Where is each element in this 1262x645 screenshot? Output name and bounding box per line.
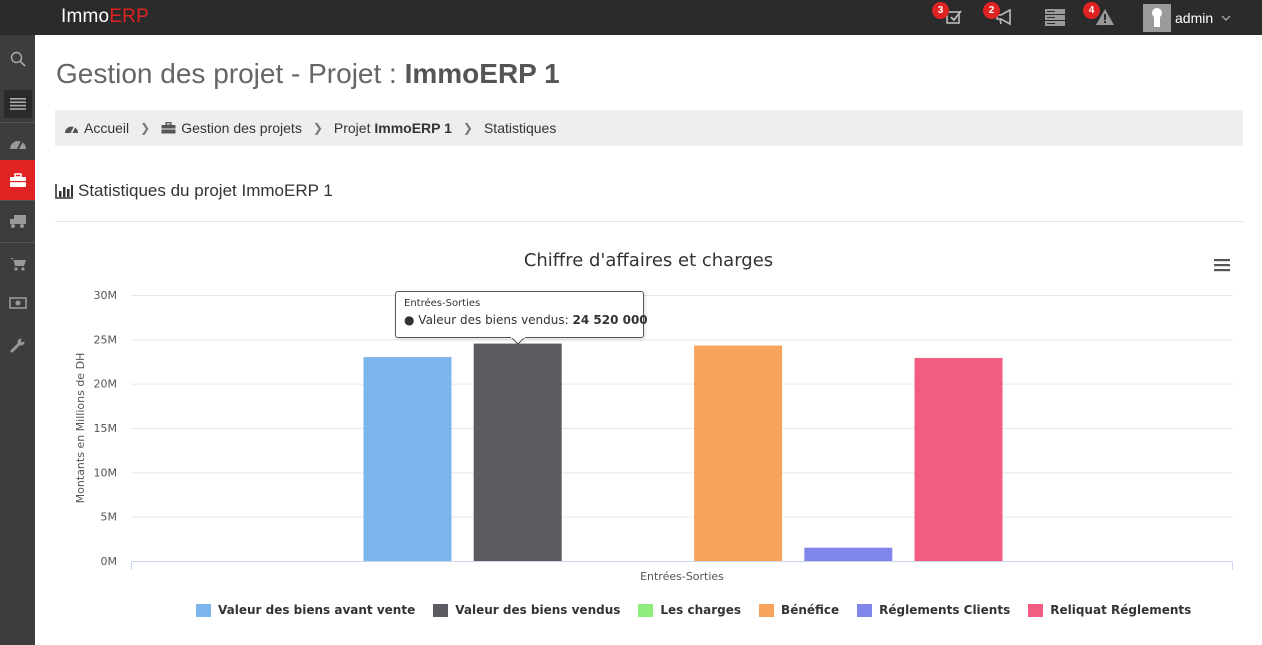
sidebar-cart-icon[interactable] (0, 243, 35, 283)
legend-swatch (638, 603, 654, 617)
chart-tooltip: Entrées-Sorties ● Valeur des biens vendu… (395, 291, 648, 345)
sidebar-menu-icon[interactable] (0, 84, 35, 124)
chart-title: Chiffre d'affaires et charges (523, 250, 774, 271)
legend-swatch (1028, 603, 1044, 617)
tasks-badge: 3 (932, 2, 949, 19)
y-tick-label: 10M (94, 466, 118, 479)
page-title-project: ImmoERP 1 (404, 58, 560, 89)
username: admin (1175, 9, 1214, 26)
tasks-icon[interactable]: 3 (932, 2, 965, 28)
y-tick-label: 5M (101, 511, 118, 524)
sidebar-divider (0, 242, 35, 243)
tooltip-row: ● Valeur des biens vendus: 24 520 000 (404, 313, 648, 327)
legend-label: Bénéfice (781, 603, 840, 617)
legend-item[interactable]: Réglements Clients (857, 603, 1010, 617)
logo-suffix: ERP (109, 6, 149, 27)
legend-item[interactable]: Reliquat Réglements (1028, 603, 1191, 617)
breadcrumb-statistics-label: Statistiques (483, 120, 557, 136)
sidebar-wrench-icon[interactable] (0, 325, 35, 365)
breadcrumb-home-label: Accueil (84, 120, 130, 136)
y-tick-label: 15M (94, 422, 118, 435)
legend-label: Les charges (660, 603, 742, 617)
legend-item[interactable]: Valeur des biens avant vente (196, 603, 415, 617)
legend-swatch (433, 603, 449, 617)
warning-icon[interactable]: 4 (1083, 2, 1116, 28)
breadcrumb-projects[interactable]: Gestion des projets (161, 120, 302, 136)
legend-label: Reliquat Réglements (1050, 603, 1192, 617)
sidebar-divider (0, 122, 35, 123)
briefcase-icon (161, 122, 176, 134)
chart-menu-icon[interactable] (1212, 256, 1232, 274)
y-axis-title: Montants en Millions de DH (74, 353, 87, 504)
sidebar-briefcase-icon[interactable] (0, 160, 35, 200)
y-tick-label: 25M (94, 333, 118, 346)
tooltip-header: Entrées-Sorties (404, 298, 481, 309)
sidebar-dashboard-icon[interactable] (0, 123, 35, 163)
bar-chart-icon (55, 184, 73, 199)
chevron-down-icon (1221, 15, 1231, 21)
breadcrumb-project[interactable]: Projet ImmoERP 1 (334, 120, 452, 136)
breadcrumb: Accueil ❯ Gestion des projets ❯ Projet I… (55, 110, 1243, 146)
bar-6 (914, 357, 1003, 561)
breadcrumb-chevron-icon: ❯ (140, 121, 151, 135)
page-title: Gestion des projet - Projet : ImmoERP 1 (56, 58, 560, 90)
chart-legend: Valeur des biens avant vente Valeur des b… (196, 603, 1209, 617)
megaphone-icon[interactable]: 2 (983, 2, 1016, 28)
legend-item[interactable]: Bénéfice (759, 603, 839, 617)
avatar (1143, 3, 1171, 32)
app-logo[interactable]: ImmoERP (61, 6, 149, 28)
legend-item[interactable]: Les charges (638, 603, 741, 617)
breadcrumb-statistics: Statistiques (484, 120, 556, 136)
sidebar-money-icon[interactable] (0, 283, 35, 323)
y-tick-label: 30M (94, 289, 118, 302)
section-title: Statistiques du projet ImmoERP 1 (55, 181, 333, 201)
bar-5 (804, 547, 893, 561)
dashboard-icon (65, 126, 78, 134)
breadcrumb-project-prefix: Projet (333, 120, 375, 136)
tooltip-value: 24 520 000 (572, 313, 648, 327)
bar-4 (694, 345, 783, 561)
tooltip-bullet: ● (404, 313, 419, 327)
breadcrumb-home[interactable]: Accueil (64, 120, 129, 136)
sidebar (0, 35, 35, 645)
legend-label: Réglements Clients (879, 603, 1011, 617)
legend-label: Valeur des biens avant vente (218, 603, 416, 617)
bar-2 (473, 343, 562, 561)
legend-swatch (196, 603, 211, 617)
sidebar-truck-icon[interactable] (0, 201, 35, 241)
section-divider (55, 221, 1243, 222)
legend-swatch (759, 603, 775, 617)
legend-swatch (857, 603, 873, 617)
megaphone-badge: 2 (983, 2, 1000, 19)
page-title-prefix: Gestion des projet - Projet : (56, 58, 405, 89)
legend-label: Valeur des biens vendus (455, 603, 621, 617)
bar-1 (363, 357, 452, 561)
tooltip-label: Valeur des biens vendus: (418, 313, 573, 327)
x-tick-label: Entrées-Sorties (640, 570, 724, 583)
breadcrumb-project-name: ImmoERP 1 (374, 120, 452, 136)
warning-badge: 4 (1083, 2, 1100, 19)
y-tick-label: 0M (101, 555, 118, 568)
breadcrumb-chevron-icon: ❯ (312, 121, 323, 135)
top-header: ImmoERP 3 2 4 admin (0, 0, 1262, 35)
tooltip-arrow (511, 337, 525, 345)
sidebar-search-icon[interactable] (0, 39, 35, 79)
breadcrumb-chevron-icon: ❯ (462, 121, 473, 135)
breadcrumb-projects-label: Gestion des projets (181, 120, 302, 136)
server-icon[interactable] (1044, 6, 1066, 28)
section-title-text: Statistiques du projet ImmoERP 1 (78, 181, 333, 200)
legend-item[interactable]: Valeur des biens vendus (433, 603, 620, 617)
user-menu[interactable]: admin (1143, 0, 1231, 35)
logo-prefix: Immo (61, 6, 110, 27)
sidebar-divider (0, 200, 35, 201)
y-tick-label: 20M (94, 378, 118, 391)
